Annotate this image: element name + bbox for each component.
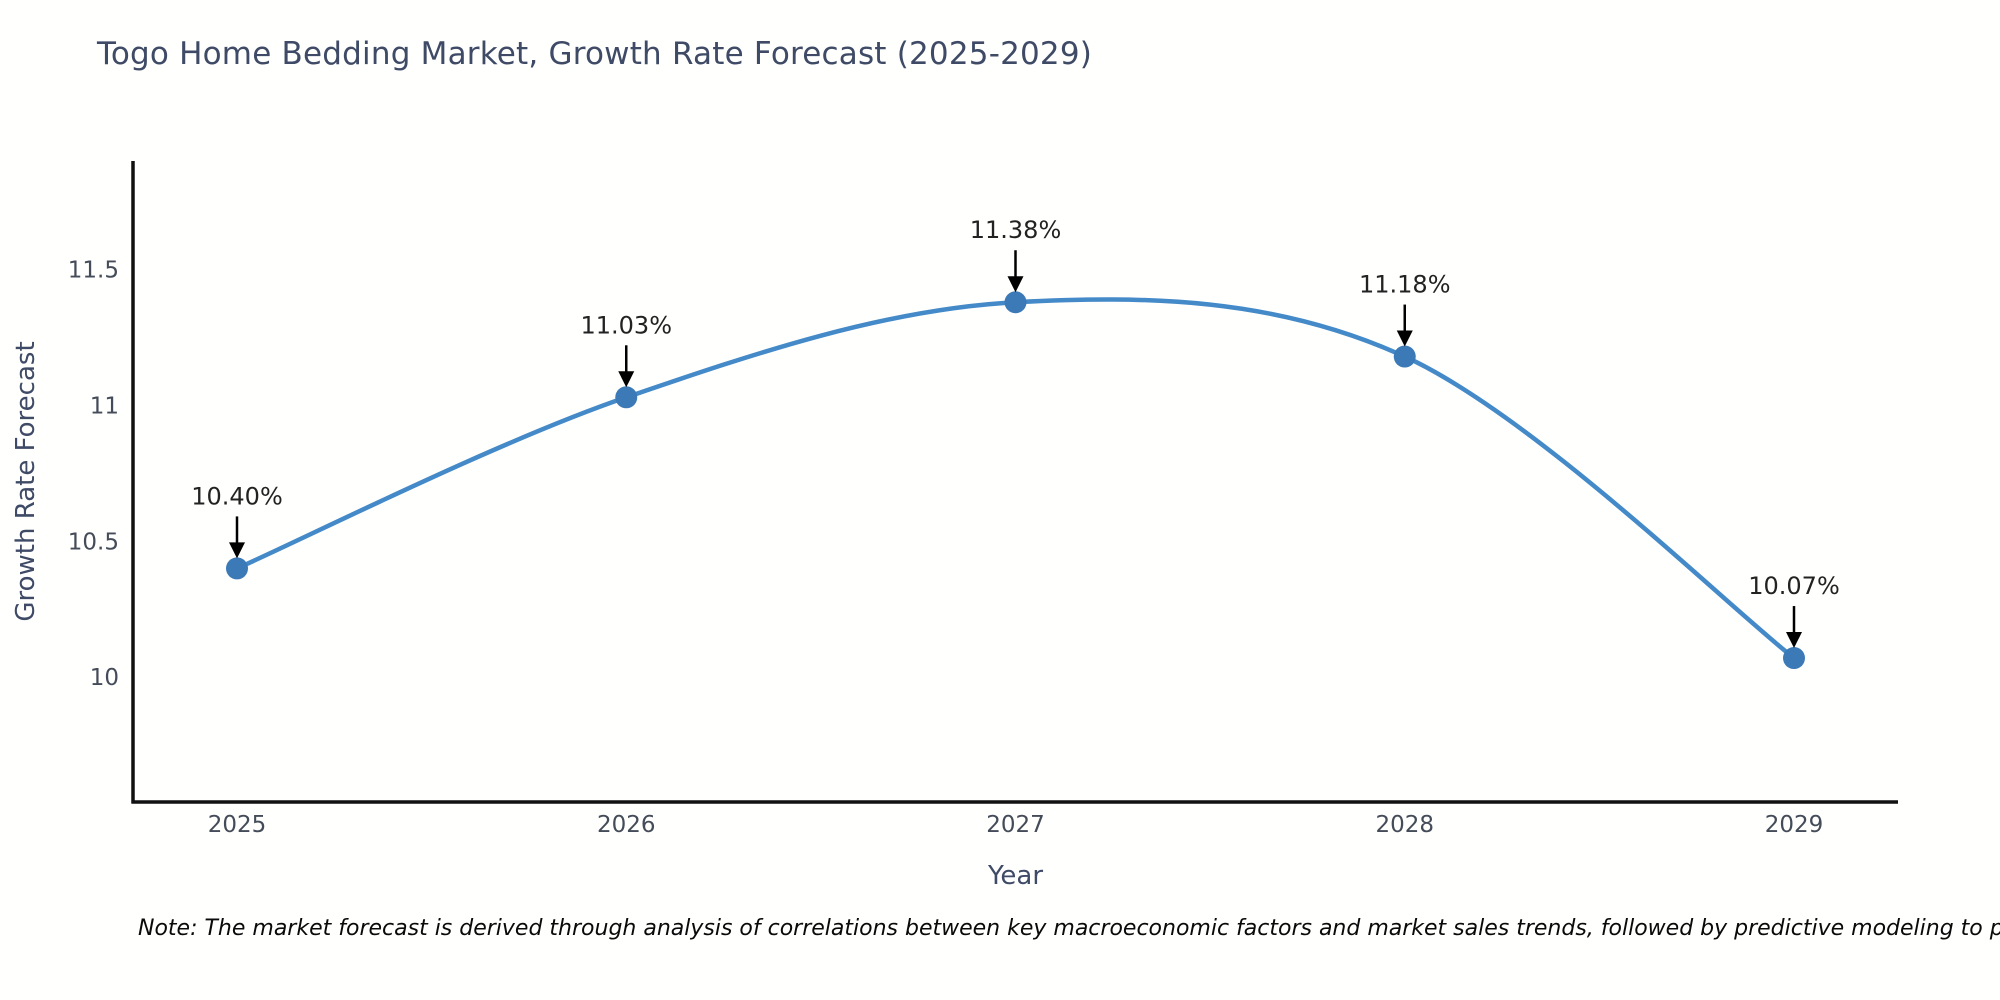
y-axis-title: Growth Rate Forecast: [11, 341, 41, 621]
annotation-arrowhead-icon: [618, 371, 635, 388]
data-point-2026[interactable]: [615, 386, 638, 409]
annotation-arrowhead-icon: [1396, 330, 1413, 347]
annotation-arrowhead-icon: [1007, 276, 1024, 293]
x-tick-label: 2025: [208, 812, 267, 838]
x-axis-title: Year: [987, 861, 1043, 891]
point-value-label: 11.38%: [970, 216, 1062, 244]
annotation-arrowhead-icon: [1786, 632, 1802, 649]
y-tick-label: 11: [90, 393, 119, 419]
x-tick-label: 2027: [986, 812, 1045, 838]
x-tick-label: 2029: [1765, 812, 1824, 838]
footnote-text: Note: The market forecast is derived thr…: [138, 916, 2000, 941]
forecast-line: [234, 297, 1797, 661]
y-tick-label: 10: [90, 665, 119, 691]
point-value-label: 10.07%: [1748, 572, 1840, 600]
data-point-2029[interactable]: [1783, 647, 1805, 670]
point-value-label: 11.03%: [580, 311, 672, 339]
x-tick-label: 2026: [597, 812, 656, 838]
point-value-label: 10.40%: [191, 482, 283, 510]
annotation-arrowhead-icon: [229, 542, 245, 559]
data-point-2025[interactable]: [226, 557, 248, 580]
x-tick-label: 2028: [1375, 812, 1434, 838]
y-tick-label: 11.5: [68, 258, 119, 284]
data-point-2027[interactable]: [1004, 291, 1027, 314]
y-tick-label: 10.5: [68, 529, 119, 555]
chart-title: Togo Home Bedding Market, Growth Rate Fo…: [97, 36, 1093, 72]
data-point-2028[interactable]: [1393, 345, 1416, 368]
point-value-label: 11.18%: [1359, 271, 1451, 299]
